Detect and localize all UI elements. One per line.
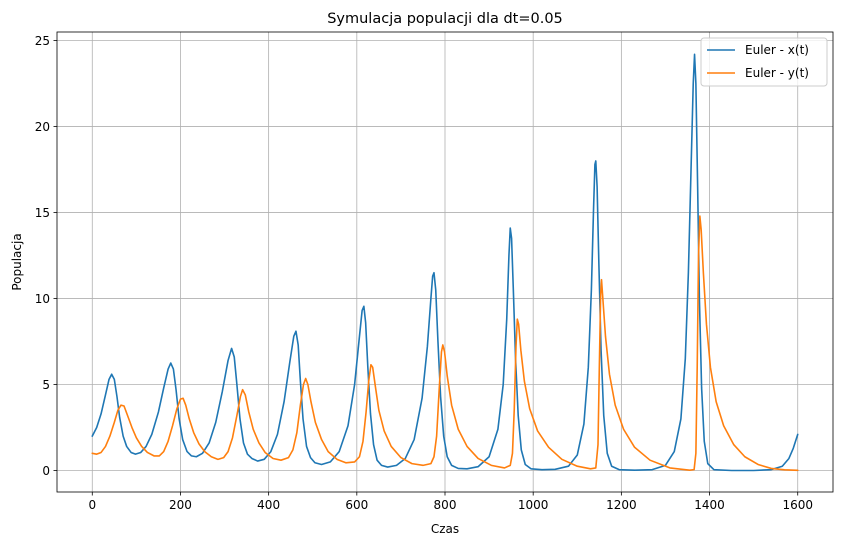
x-tick-label: 200	[169, 498, 192, 512]
series-group	[91, 53, 799, 472]
x-tick-label: 0	[88, 498, 96, 512]
y-tick-label: 15	[35, 206, 50, 220]
y-tick-label: 10	[35, 292, 50, 306]
axes-ticks: 0 200 400 600 800 1000 1200 1400 1600 0 5 10 15 20 25	[35, 34, 813, 512]
grid	[57, 32, 833, 492]
x-tick-label: 1200	[606, 498, 637, 512]
y-tick-label: 25	[35, 34, 50, 48]
x-tick-label: 1400	[694, 498, 725, 512]
series-line-1	[91, 215, 799, 472]
x-tick-label: 600	[345, 498, 368, 512]
y-tick-label: 5	[42, 378, 50, 392]
legend-label-y: Euler - y(t)	[745, 66, 809, 80]
y-tick-label: 0	[42, 464, 50, 478]
x-tick-label: 400	[257, 498, 280, 512]
y-axis-label: Populacja	[10, 233, 24, 290]
y-tick-label: 20	[35, 120, 50, 134]
x-tick-label: 1600	[782, 498, 813, 512]
x-axis-label: Czas	[431, 522, 459, 536]
series-line-0	[91, 53, 799, 472]
legend-label-x: Euler - x(t)	[745, 43, 809, 57]
chart-title: Symulacja populacji dla dt=0.05	[327, 11, 563, 27]
x-tick-label: 1000	[518, 498, 549, 512]
legend: Euler - x(t) Euler - y(t)	[700, 37, 828, 87]
x-tick-label: 800	[434, 498, 457, 512]
